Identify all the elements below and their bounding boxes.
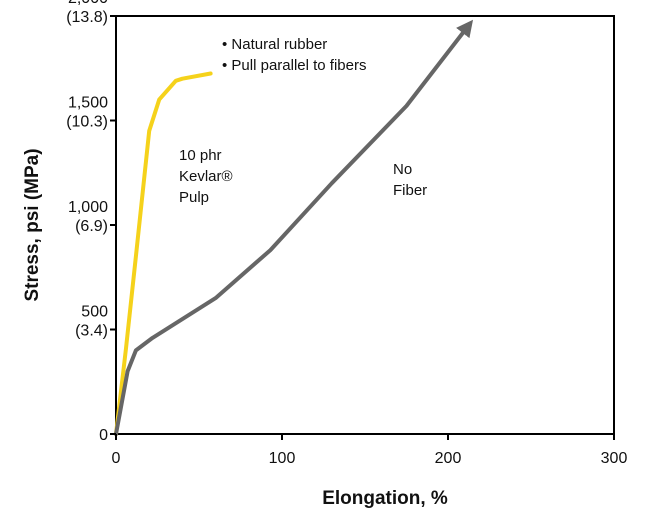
- x-tick-label-1: 100: [269, 450, 296, 467]
- plot-frame: [115, 15, 615, 435]
- y-tick-label-2: 1,000 (6.9): [68, 199, 108, 235]
- y-tick-label-4: 2,000(13.8): [66, 0, 108, 26]
- axes: 0 100 200 300 0 500 (3.4) 1,000 (6.9) 1,500 (10.3)…: [66, 0, 627, 467]
- x-tick-label-0: 0: [112, 450, 121, 467]
- annotation-1: • Pull parallel to fibers: [222, 57, 367, 74]
- y-axis-title: Stress, psi (MPa): [22, 148, 43, 301]
- series-line-0: [114, 71, 213, 436]
- x-tick-label-2: 200: [435, 450, 462, 467]
- plot-area: [115, 15, 615, 435]
- series-label-1: No Fiber: [393, 161, 427, 199]
- y-tick-label-0: 0: [99, 427, 108, 444]
- y-tick-label-1: 500 (3.4): [75, 304, 108, 340]
- series-label-0: 10 phr Kevlar® Pulp: [179, 147, 233, 206]
- labels: Elongation, % Stress, psi (MPa) • Natural …: [22, 36, 448, 509]
- series-layer: [114, 19, 474, 436]
- annotation-0: • Natural rubber: [222, 36, 327, 53]
- x-tick-label-3: 300: [601, 450, 628, 467]
- series-line-1: [114, 19, 474, 436]
- y-tick-label-3: 1,500 (10.3): [66, 95, 108, 131]
- x-axis-title: Elongation, %: [322, 488, 448, 509]
